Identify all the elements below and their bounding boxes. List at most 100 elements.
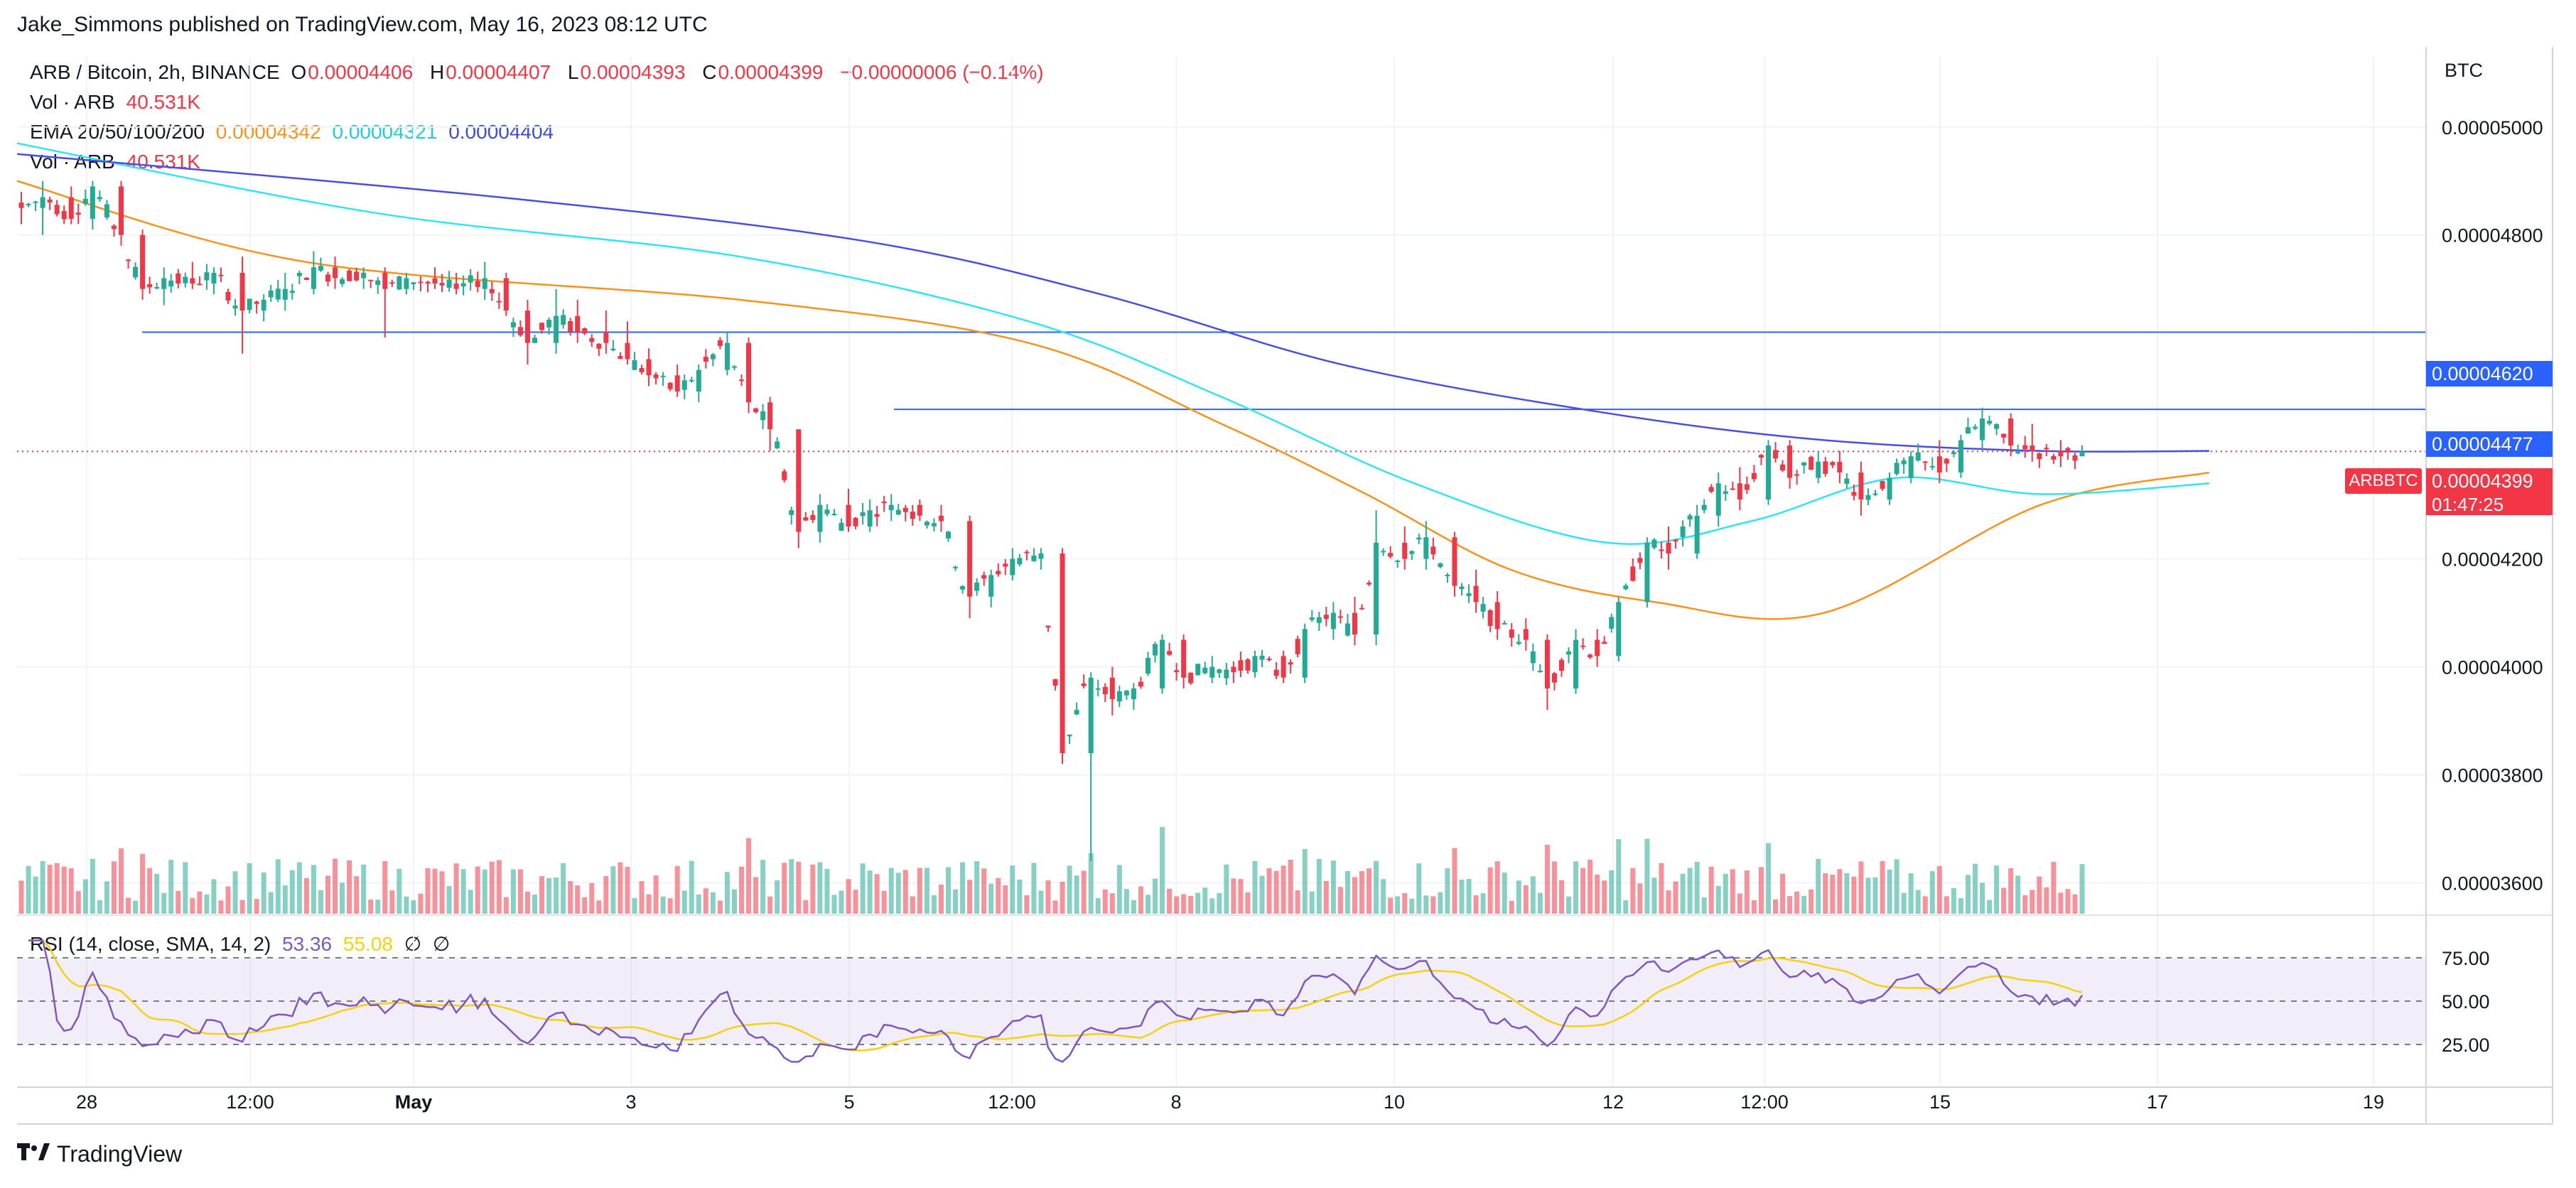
volume-bar (239, 900, 245, 914)
ema-legend-row[interactable]: EMA 20/50/100/200 0.00004342 0.00004321 … (30, 121, 559, 144)
candle-body (1701, 504, 1707, 510)
candle-body (1323, 615, 1329, 620)
candle-body (82, 198, 88, 205)
candle-body (1109, 677, 1115, 700)
ema-50-value: 0.00004321 (332, 121, 438, 143)
candle-body (104, 204, 109, 218)
volume-bar (2079, 864, 2085, 914)
candle-body (68, 197, 74, 219)
rsi-hidden-icon-b[interactable]: ∅ (432, 933, 451, 955)
candle-body (1865, 495, 1871, 500)
volume-bar (275, 859, 281, 914)
volume-bar (1623, 900, 1629, 914)
candle-body (789, 509, 794, 515)
candle-body (18, 202, 24, 208)
volume-bar (603, 876, 609, 914)
candle-body (731, 366, 737, 368)
volume-bar (453, 863, 459, 914)
time-tick-label: 5 (844, 1091, 854, 1113)
candle-body (1153, 644, 1158, 656)
candle-body (1908, 456, 1914, 478)
candle-body (953, 566, 959, 568)
symbol-label[interactable]: ARB / Bitcoin, 2h, BINANCE (30, 61, 280, 83)
candle-body (361, 272, 367, 279)
volume-bar (1395, 896, 1401, 914)
volume-bar (289, 870, 295, 914)
volume-bar (111, 861, 117, 914)
rsi-hidden-icon-a[interactable]: ∅ (404, 933, 422, 955)
volume-bar (646, 894, 652, 914)
candle-body (1074, 710, 1079, 715)
volume-bar (561, 863, 566, 914)
volume-bar (1509, 900, 1514, 914)
volume-bar (1637, 883, 1643, 914)
volume-bar (1038, 890, 1044, 914)
candle-body (782, 471, 787, 480)
candle-body (945, 531, 951, 539)
candle-body (247, 298, 252, 310)
close-value: 0.00004399 (718, 61, 824, 83)
volume-bar (1773, 899, 1779, 914)
volume-bar (1281, 865, 1286, 914)
volume-bar (1473, 895, 1479, 914)
time-tick-label: May (395, 1091, 433, 1113)
candle-body (1231, 666, 1236, 673)
volume-legend-row[interactable]: Vol · ARB 40.531K (30, 91, 206, 114)
volume-bar (917, 868, 922, 914)
candle-body (1929, 465, 1935, 468)
candle-body (1644, 542, 1650, 603)
candle-body (1566, 651, 1572, 655)
main-legend-row: ARB / Bitcoin, 2h, BINANCE O0.00004406 H… (30, 61, 1050, 84)
current-price-tag: 0.00004399 (2426, 468, 2553, 494)
time-tick-label: 12 (1602, 1091, 1624, 1113)
volume-bar (33, 876, 38, 914)
volume-bar (1595, 874, 1600, 914)
candle-body (2065, 448, 2071, 453)
candle-body (824, 509, 830, 514)
volume-bar (746, 838, 752, 914)
time-tick-label: 12:00 (1740, 1091, 1789, 1113)
candle-body (1188, 672, 1194, 684)
volume-bar (625, 866, 630, 914)
volume-bar (1409, 898, 1415, 914)
volume-bar (796, 861, 802, 914)
candle-body (261, 299, 266, 311)
candle-body (1872, 493, 1878, 495)
volume-bar (211, 879, 217, 914)
volume-bar (696, 894, 701, 914)
candle-body (26, 203, 31, 205)
horizontal-lines[interactable] (17, 331, 2426, 453)
volume-bar (888, 868, 894, 914)
candle-body (54, 205, 60, 215)
candle-body (211, 272, 217, 284)
volume-bar (225, 886, 231, 914)
candle-body (1659, 549, 1664, 551)
candle-body (1823, 461, 1828, 474)
volume-bar (75, 891, 81, 914)
volume-bar (1851, 876, 1857, 914)
volume-bar (1737, 893, 1742, 914)
volume-bar (2008, 868, 2014, 914)
candle-body (1723, 491, 1728, 495)
volume-bar (1430, 896, 1436, 914)
candle-body (289, 291, 295, 293)
candle-body (303, 278, 309, 280)
volume-bar (568, 881, 573, 914)
candle-body (1972, 426, 1978, 429)
volume-bar (261, 872, 266, 914)
candle-body (1637, 558, 1643, 563)
volume-bar (475, 866, 480, 914)
candle-body (1395, 560, 1401, 562)
volume-bar (382, 860, 388, 914)
rsi-legend-row[interactable]: RSI (14, close, SMA, 14, 2) 53.36 55.08 … (30, 932, 456, 956)
volume-bar (1965, 875, 1971, 914)
candle-body (1787, 446, 1793, 478)
candle-body (554, 315, 559, 343)
ema-200-line (16, 153, 2209, 453)
volume-bar (247, 863, 252, 914)
volume-bar (1609, 870, 1615, 914)
volume-bar (1708, 866, 1714, 914)
volume-bar (1894, 859, 1899, 914)
tradingview-footer[interactable]: TradingView (17, 1141, 182, 1167)
